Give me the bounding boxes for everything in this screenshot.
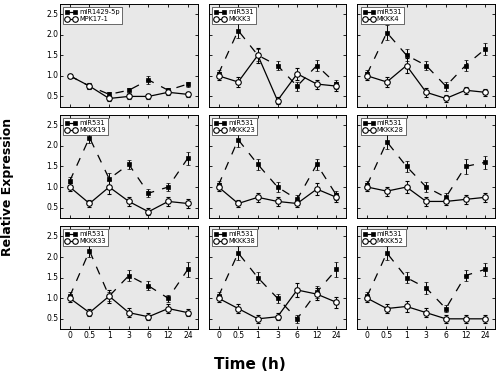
miR531 bbox=[482, 47, 488, 51]
miR1429-5p bbox=[185, 82, 191, 86]
miR531 bbox=[146, 283, 152, 288]
miR531 bbox=[294, 197, 300, 202]
miR531 bbox=[334, 193, 340, 197]
miR531 bbox=[443, 84, 449, 88]
miR531 bbox=[255, 162, 261, 166]
miR531 bbox=[106, 294, 112, 298]
miR531 bbox=[255, 53, 261, 58]
miR531 bbox=[364, 294, 370, 298]
miR531 bbox=[67, 294, 73, 298]
miR531 bbox=[216, 71, 222, 76]
miR531 bbox=[443, 195, 449, 200]
miR531 bbox=[384, 251, 390, 255]
Line: miR1429-5p: miR1429-5p bbox=[68, 74, 190, 96]
miR531 bbox=[404, 53, 409, 58]
miR531 bbox=[384, 140, 390, 144]
Line: miR531: miR531 bbox=[68, 249, 190, 300]
Line: miR531: miR531 bbox=[216, 138, 338, 202]
miR531 bbox=[274, 296, 280, 300]
miR1429-5p bbox=[67, 74, 73, 78]
miR531 bbox=[364, 71, 370, 76]
miR531 bbox=[126, 273, 132, 278]
Legend: miR531, MKKK33: miR531, MKKK33 bbox=[64, 230, 108, 246]
Line: miR531: miR531 bbox=[216, 251, 338, 321]
miR531 bbox=[185, 156, 191, 160]
miR531 bbox=[216, 294, 222, 298]
Line: miR531: miR531 bbox=[365, 31, 488, 88]
Line: miR531: miR531 bbox=[216, 28, 338, 88]
Text: Relative Expression: Relative Expression bbox=[1, 118, 14, 256]
miR531 bbox=[334, 267, 340, 272]
miR1429-5p bbox=[106, 92, 112, 96]
miR531 bbox=[106, 177, 112, 181]
Line: miR531: miR531 bbox=[68, 135, 190, 195]
miR531 bbox=[482, 160, 488, 165]
miR1429-5p bbox=[126, 88, 132, 92]
Legend: miR531, MKKK38: miR531, MKKK38 bbox=[212, 230, 257, 246]
miR531 bbox=[165, 185, 171, 189]
miR531 bbox=[67, 179, 73, 183]
Line: miR531: miR531 bbox=[365, 140, 488, 199]
miR531 bbox=[235, 251, 241, 255]
Line: miR531: miR531 bbox=[365, 251, 488, 311]
miR531 bbox=[146, 191, 152, 196]
miR1429-5p bbox=[146, 78, 152, 82]
miR531 bbox=[404, 164, 409, 169]
Legend: miR531, MKKK4: miR531, MKKK4 bbox=[360, 7, 404, 24]
miR531 bbox=[423, 185, 429, 189]
miR531 bbox=[294, 84, 300, 88]
miR531 bbox=[274, 185, 280, 189]
Legend: miR531, MKKK19: miR531, MKKK19 bbox=[64, 118, 108, 135]
miR531 bbox=[462, 63, 468, 68]
miR1429-5p bbox=[86, 84, 92, 88]
miR531 bbox=[255, 275, 261, 280]
miR531 bbox=[216, 183, 222, 187]
miR531 bbox=[86, 249, 92, 253]
miR531 bbox=[165, 296, 171, 300]
miR531 bbox=[126, 162, 132, 166]
Text: Time (h): Time (h) bbox=[214, 357, 286, 372]
miR531 bbox=[462, 164, 468, 169]
miR531 bbox=[314, 162, 320, 166]
miR531 bbox=[314, 63, 320, 68]
miR531 bbox=[482, 267, 488, 272]
miR531 bbox=[462, 273, 468, 278]
miR531 bbox=[86, 135, 92, 140]
miR531 bbox=[423, 286, 429, 290]
miR531 bbox=[384, 30, 390, 35]
Legend: miR531, MKKK28: miR531, MKKK28 bbox=[360, 118, 406, 135]
miR531 bbox=[404, 275, 409, 280]
miR531 bbox=[334, 82, 340, 86]
miR531 bbox=[294, 316, 300, 321]
Legend: miR1429-5p, MPK17-1: miR1429-5p, MPK17-1 bbox=[64, 7, 122, 24]
miR531 bbox=[314, 290, 320, 294]
Legend: miR531, MKKK52: miR531, MKKK52 bbox=[360, 230, 406, 246]
miR531 bbox=[443, 306, 449, 311]
miR531 bbox=[274, 63, 280, 68]
miR531 bbox=[235, 137, 241, 142]
miR1429-5p bbox=[165, 88, 171, 92]
miR531 bbox=[185, 267, 191, 272]
Legend: miR531, MKKK3: miR531, MKKK3 bbox=[212, 7, 256, 24]
miR531 bbox=[423, 63, 429, 68]
miR531 bbox=[235, 28, 241, 33]
Legend: miR531, MKKK23: miR531, MKKK23 bbox=[212, 118, 257, 135]
miR531 bbox=[364, 183, 370, 187]
